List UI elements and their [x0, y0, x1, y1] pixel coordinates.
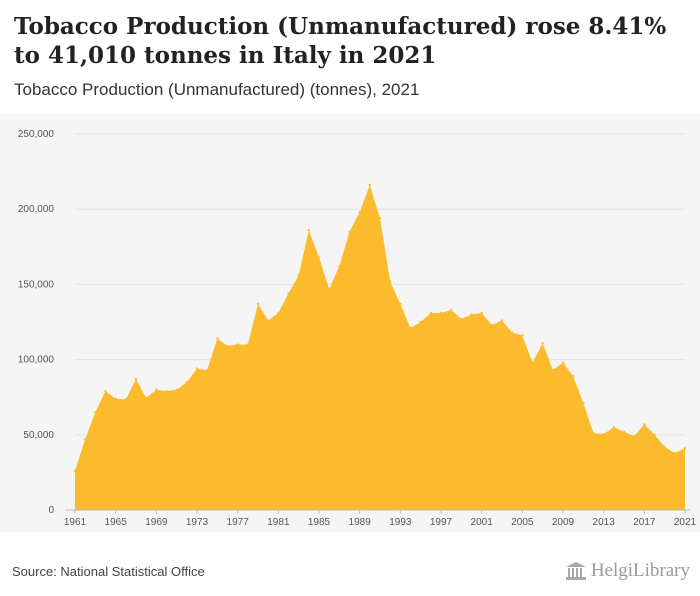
- data-point: [622, 430, 626, 433]
- data-point: [612, 426, 616, 429]
- data-point: [470, 313, 473, 316]
- brand-logo: HelgiLibrary: [565, 560, 690, 582]
- chart-panel: 0 50,000 100,000 150,000 200,000 250,000 1961 1…: [0, 114, 700, 532]
- data-point: [94, 411, 97, 414]
- data-point: [449, 308, 453, 312]
- data-point: [317, 256, 321, 259]
- data-point: [327, 287, 331, 291]
- data-point: [114, 397, 117, 400]
- y-tick-label: 100,000: [18, 355, 55, 366]
- data-point: [551, 368, 555, 372]
- x-tick-label: 2009: [552, 517, 575, 528]
- data-point: [602, 432, 605, 436]
- data-point: [277, 311, 280, 315]
- data-point: [175, 388, 178, 391]
- data-point: [236, 343, 239, 346]
- x-tick-label: 1969: [145, 517, 168, 528]
- library-building-icon: [565, 562, 586, 580]
- data-point: [510, 331, 514, 334]
- data-point: [73, 469, 77, 473]
- data-point: [561, 361, 565, 364]
- x-tick-label: 2017: [633, 517, 656, 528]
- data-point: [104, 389, 107, 393]
- x-tick-label: 2013: [593, 517, 616, 528]
- data-point: [571, 374, 575, 378]
- data-point: [460, 317, 463, 321]
- data-point: [124, 398, 128, 401]
- data-point: [358, 211, 361, 214]
- data-point: [83, 438, 87, 441]
- brand-name: HelgiLibrary: [590, 560, 690, 581]
- y-tick-label: 0: [48, 505, 54, 516]
- data-point: [155, 388, 158, 391]
- x-tick-label: 1993: [389, 517, 412, 528]
- data-point: [582, 402, 585, 405]
- data-point: [185, 380, 189, 384]
- data-point: [256, 302, 260, 306]
- x-tick-label: 1981: [267, 517, 290, 528]
- y-tick-label: 150,000: [18, 279, 55, 290]
- y-tick-label: 250,000: [18, 129, 55, 140]
- data-point: [287, 292, 290, 295]
- x-tick-label: 1961: [64, 517, 87, 528]
- data-point: [409, 326, 412, 330]
- data-point: [480, 311, 483, 315]
- data-point: [307, 229, 311, 232]
- data-point: [490, 323, 494, 327]
- chart-subtitle: Tobacco Production (Unmanufactured) (ton…: [14, 80, 420, 99]
- data-point: [429, 311, 433, 315]
- data-point: [439, 311, 443, 315]
- data-point: [531, 361, 534, 364]
- source-note: Source: National Statistical Office: [12, 564, 205, 579]
- data-point: [632, 435, 636, 438]
- chart-title: Tobacco Production (Unmanufactured) rose…: [14, 13, 667, 69]
- data-point: [683, 447, 687, 450]
- data-point: [500, 319, 504, 322]
- data-point: [541, 341, 544, 345]
- x-tick-label: 1989: [349, 517, 372, 528]
- data-point: [368, 183, 372, 187]
- data-point: [673, 451, 677, 455]
- data-point: [653, 433, 656, 436]
- area-series: [75, 185, 685, 510]
- x-tick-label: 1965: [105, 517, 128, 528]
- data-point: [134, 377, 138, 381]
- y-tick-label: 50,000: [23, 430, 54, 441]
- x-tick-label: 1973: [186, 517, 209, 528]
- data-point: [205, 368, 209, 372]
- data-point: [297, 274, 300, 277]
- data-point: [399, 302, 402, 306]
- data-point: [348, 230, 351, 233]
- data-point: [378, 217, 382, 220]
- data-point: [165, 389, 168, 393]
- data-point: [226, 344, 229, 348]
- x-tick-label: 1977: [227, 517, 250, 528]
- x-tick-label: 1985: [308, 517, 331, 528]
- data-point: [388, 280, 392, 283]
- data-point: [144, 396, 148, 400]
- data-point: [246, 343, 250, 346]
- data-point: [195, 367, 199, 370]
- data-point: [216, 337, 219, 340]
- data-point: [419, 320, 422, 324]
- area-chart: 0 50,000 100,000 150,000 200,000 250,000 1961 1…: [18, 129, 697, 528]
- data-point: [266, 319, 270, 322]
- data-point: [663, 445, 666, 449]
- data-point: [643, 423, 646, 426]
- data-point: [521, 334, 524, 337]
- data-point: [592, 432, 595, 435]
- y-tick-label: 200,000: [18, 204, 55, 215]
- x-tick-label: 2021: [674, 517, 697, 528]
- x-tick-label: 2001: [471, 517, 494, 528]
- x-tick-label: 1997: [430, 517, 453, 528]
- x-tick-label: 2005: [511, 517, 534, 528]
- data-point: [338, 265, 341, 268]
